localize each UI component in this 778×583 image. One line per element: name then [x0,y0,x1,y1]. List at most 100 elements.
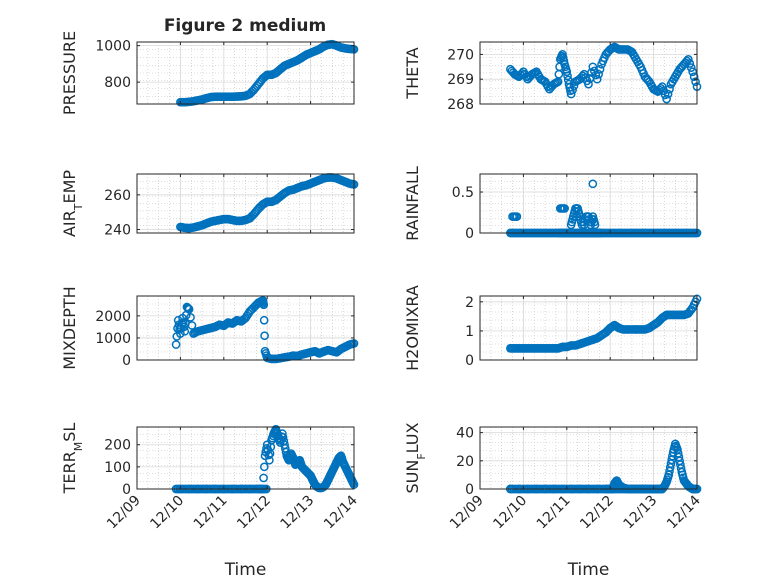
axes-box [136,173,355,234]
data-point [563,71,572,81]
data-point [280,444,290,453]
series-markers [176,173,359,233]
data-point [348,339,357,349]
data-point [516,70,525,80]
data-point [588,62,598,72]
data-point [554,69,564,79]
data-point [251,83,260,92]
axes-box [136,426,355,490]
y-axis-label: THETA [403,47,422,99]
series-markers [506,294,702,353]
series-markers [506,439,702,494]
data-point [255,77,265,87]
data-point [568,214,577,224]
y-axis-label: MIXDEPTH [60,286,79,369]
y-tick-label: 40 [456,426,474,442]
data-point [589,217,599,227]
data-point [348,478,358,488]
y-tick-label: 268 [447,97,474,113]
data-point [688,67,698,77]
data-point [665,466,674,476]
data-point [238,315,247,325]
data-point [662,94,671,104]
x-tick-label: 12/14 [664,492,704,532]
y-tick-label: 200 [104,438,131,454]
data-point [266,442,276,452]
series-markers [171,424,359,494]
x-tick-label: 12/10 [490,493,530,533]
y-axis-label: TERRMSL [60,423,85,495]
data-point [685,307,695,316]
x-tick-label: 12/09 [447,493,487,533]
y-axis-label: AIRTEMP [60,170,85,237]
axes-box [479,41,698,105]
data-point [559,56,569,66]
data-point [558,53,568,63]
data-point [259,299,268,308]
y-tick-label: 1000 [95,331,131,347]
y-tick-label: 0.5 [452,185,474,201]
series-markers [171,296,359,364]
y-tick-label: 20 [456,454,474,470]
data-point [186,312,195,322]
data-point [681,58,690,68]
panel-terr_msl: 0 100 200 TERRMSL 12/09 12/10 12/11 12/12 12/13 1… [60,423,361,580]
x-tick-label: 12/11 [191,493,231,533]
x-tick-label: 12/14 [321,492,361,532]
data-point [673,448,683,458]
data-point [558,204,568,213]
axes-box [479,173,698,234]
data-point [246,212,256,222]
y-axis-label: PRESSURE [60,31,79,115]
data-point [343,44,353,54]
panel-sun_flux: 0 20 40 SUNFLUX 12/09 12/10 12/11 12/12 12/13 12/… [403,422,704,580]
data-point [511,212,520,221]
axes-box [136,41,355,105]
panel-air_temp: 240 260 AIRTEMP [60,170,359,239]
x-tick-label: 12/12 [577,493,617,533]
x-tick-label: 12/12 [234,493,274,533]
y-tick-label: 2000 [95,309,131,325]
data-point [686,63,696,72]
data-point [251,207,260,217]
data-point [594,69,603,79]
y-tick-label: 800 [104,75,131,91]
data-point [292,458,302,468]
x-tick-label: 12/13 [621,493,661,533]
x-tick-label: 12/09 [104,493,144,533]
data-point [246,305,256,315]
y-tick-label: 0 [465,353,474,369]
data-point [278,432,288,442]
x-tick-label: 12/13 [278,493,318,533]
data-point [672,443,682,453]
data-point [171,340,181,349]
data-point [642,74,651,83]
y-tick-label: 270 [447,47,474,63]
data-point [588,179,598,189]
data-point [187,321,197,330]
data-point [667,455,677,465]
data-point [608,321,618,331]
data-point [676,63,686,72]
panel-h2omixra: 0 1 2 H2OMIXRA [403,285,702,371]
data-point [655,85,664,95]
y-tick-label: 1000 [95,39,131,55]
panel-pressure: 800 1000 PRESSURE [60,31,359,115]
y-axis-label: H2OMIXRA [403,285,422,371]
y-tick-label: 0 [122,353,131,369]
axes-box [479,295,698,361]
series-markers [176,39,359,107]
data-point [259,473,268,483]
y-axis-label: RAINFALL [403,166,422,241]
data-point [676,460,685,469]
data-point [220,320,230,330]
data-point [685,59,695,68]
x-axis-label: Time [567,560,610,580]
y-tick-label: 0 [465,226,474,242]
x-axis-label: Time [224,560,267,580]
data-point [663,89,673,99]
data-point [172,332,182,341]
axes-box [136,295,355,361]
panel-theta: 268 269 270 THETA [403,41,702,113]
